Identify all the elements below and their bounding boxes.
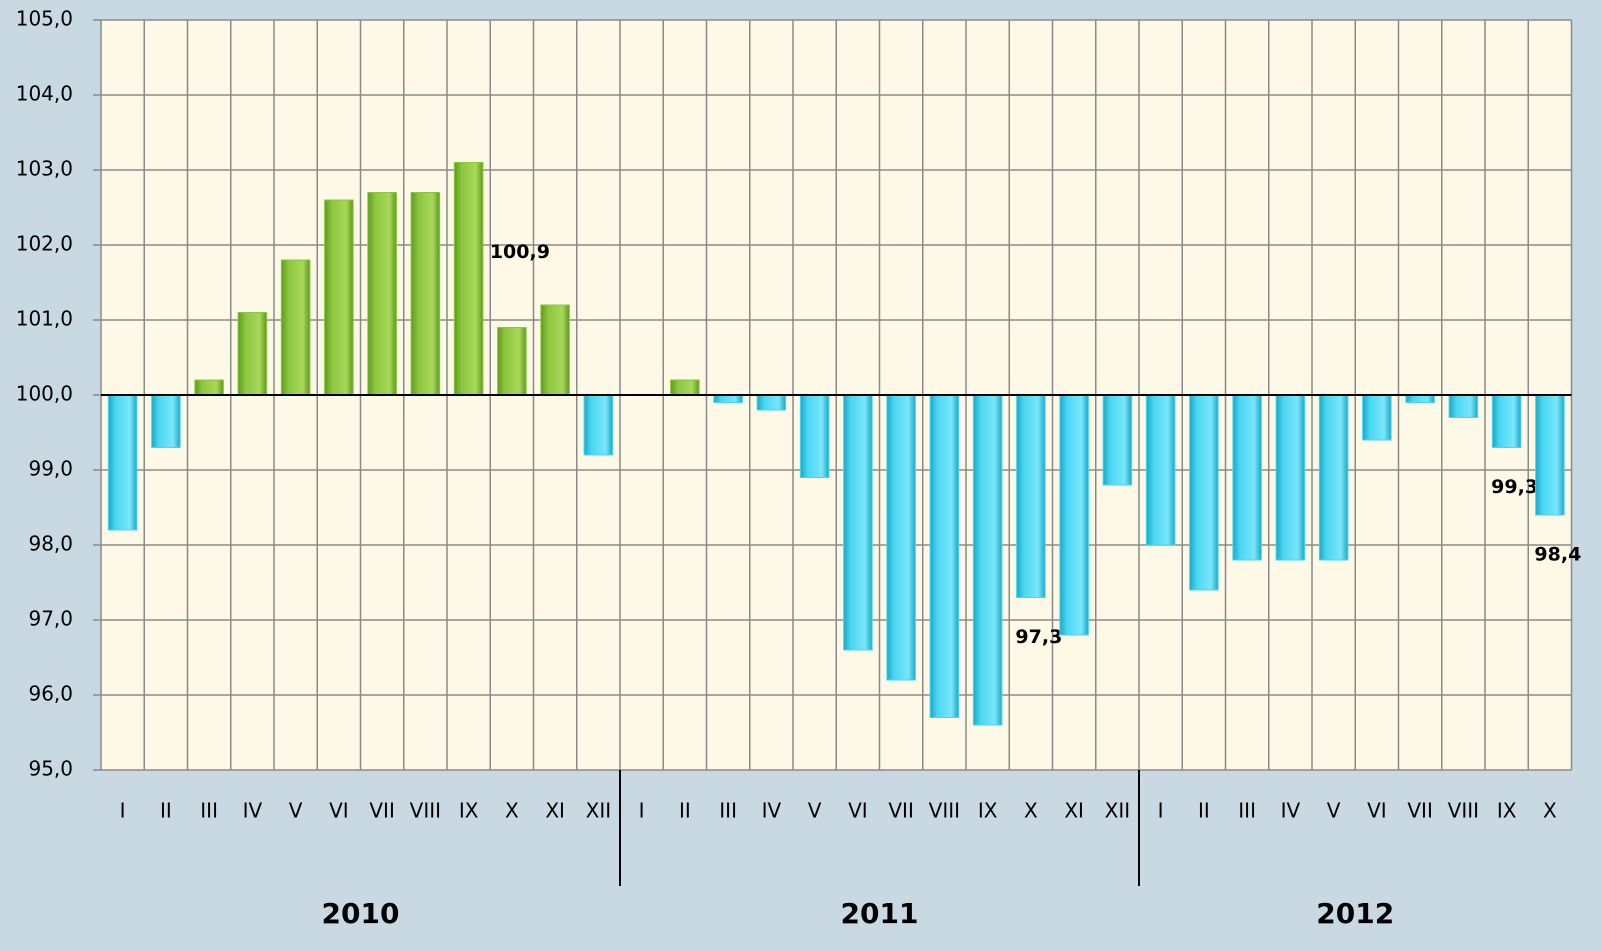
x-tick-label: VI bbox=[329, 799, 349, 823]
bar bbox=[972, 394, 1003, 726]
x-tick-label: VII bbox=[369, 799, 394, 823]
y-tick-label: 97,0 bbox=[28, 607, 73, 631]
bar bbox=[1145, 394, 1176, 546]
y-tick-label: 100,0 bbox=[16, 382, 73, 406]
x-tick-label: VIII bbox=[1448, 799, 1479, 823]
y-tick-label: 102,0 bbox=[16, 232, 73, 256]
x-tick-label: III bbox=[200, 799, 218, 823]
y-tick-label: 101,0 bbox=[16, 307, 73, 331]
bar bbox=[540, 304, 570, 396]
bar bbox=[886, 394, 916, 681]
y-tick-label: 99,0 bbox=[28, 457, 73, 481]
bar bbox=[324, 199, 354, 396]
x-tick-label: VI bbox=[848, 799, 868, 823]
year-label: 2012 bbox=[1316, 897, 1394, 930]
x-tick-label: IV bbox=[762, 799, 782, 823]
bar bbox=[237, 312, 268, 396]
x-tick-label: IV bbox=[243, 799, 263, 823]
x-tick-label: VIII bbox=[410, 799, 441, 823]
data-label: 98,4 bbox=[1534, 544, 1581, 566]
bar bbox=[453, 162, 484, 396]
x-tick-label: IX bbox=[1497, 799, 1517, 823]
year-label: 2010 bbox=[322, 897, 400, 930]
x-tick-label: VI bbox=[1367, 799, 1387, 823]
x-tick-label: VII bbox=[1407, 799, 1432, 823]
bar bbox=[1535, 394, 1565, 516]
y-tick-label: 96,0 bbox=[28, 682, 73, 706]
y-tick-label: 103,0 bbox=[16, 157, 73, 181]
bar bbox=[1189, 394, 1219, 591]
bar bbox=[1275, 394, 1306, 561]
x-tick-label: X bbox=[505, 799, 519, 823]
x-tick-label: VIII bbox=[929, 799, 960, 823]
bar bbox=[799, 394, 830, 478]
bar bbox=[1102, 394, 1133, 486]
bar bbox=[713, 394, 743, 403]
x-tick-label: IX bbox=[459, 799, 479, 823]
x-tick-label: I bbox=[1158, 799, 1164, 823]
bar bbox=[367, 192, 397, 396]
x-tick-label: X bbox=[1024, 799, 1038, 823]
x-tick-label: I bbox=[120, 799, 126, 823]
data-label: 100,9 bbox=[490, 241, 550, 263]
x-tick-label: VII bbox=[888, 799, 913, 823]
bar bbox=[1405, 394, 1435, 403]
bar bbox=[756, 394, 787, 411]
x-tick-label: XII bbox=[586, 799, 612, 823]
year-label: 2011 bbox=[841, 897, 919, 930]
y-tick-label: 105,0 bbox=[16, 7, 73, 31]
x-tick-label: III bbox=[719, 799, 737, 823]
bar bbox=[1491, 394, 1522, 448]
bar bbox=[194, 379, 224, 396]
x-tick-label: II bbox=[1198, 799, 1210, 823]
bar bbox=[1318, 394, 1349, 561]
bar bbox=[929, 394, 960, 718]
x-tick-label: V bbox=[808, 799, 822, 823]
bar bbox=[497, 327, 527, 396]
bar bbox=[151, 394, 181, 448]
y-tick-label: 104,0 bbox=[16, 82, 73, 106]
x-tick-label: IX bbox=[978, 799, 998, 823]
x-tick-label: XI bbox=[545, 799, 565, 823]
bar bbox=[1016, 394, 1046, 598]
x-tick-label: V bbox=[289, 799, 303, 823]
data-label: 99,3 bbox=[1491, 476, 1538, 498]
bar bbox=[107, 394, 138, 531]
x-tick-label: XI bbox=[1064, 799, 1084, 823]
bar bbox=[1448, 394, 1479, 418]
x-tick-label: III bbox=[1238, 799, 1256, 823]
y-tick-label: 95,0 bbox=[28, 757, 73, 781]
data-label: 97,3 bbox=[1015, 626, 1062, 648]
bar bbox=[1059, 394, 1089, 636]
x-tick-label: I bbox=[639, 799, 645, 823]
y-tick-label: 98,0 bbox=[28, 532, 73, 556]
x-tick-label: V bbox=[1327, 799, 1341, 823]
x-tick-label: II bbox=[679, 799, 691, 823]
bar bbox=[280, 259, 311, 396]
x-tick-label: X bbox=[1543, 799, 1557, 823]
bar bbox=[1362, 394, 1392, 441]
bar bbox=[843, 394, 873, 651]
x-tick-label: XII bbox=[1105, 799, 1131, 823]
x-tick-label: IV bbox=[1281, 799, 1301, 823]
bar bbox=[410, 192, 441, 396]
bar bbox=[583, 394, 614, 456]
x-tick-label: II bbox=[160, 799, 172, 823]
bar bbox=[670, 379, 700, 396]
bar bbox=[1232, 394, 1262, 561]
